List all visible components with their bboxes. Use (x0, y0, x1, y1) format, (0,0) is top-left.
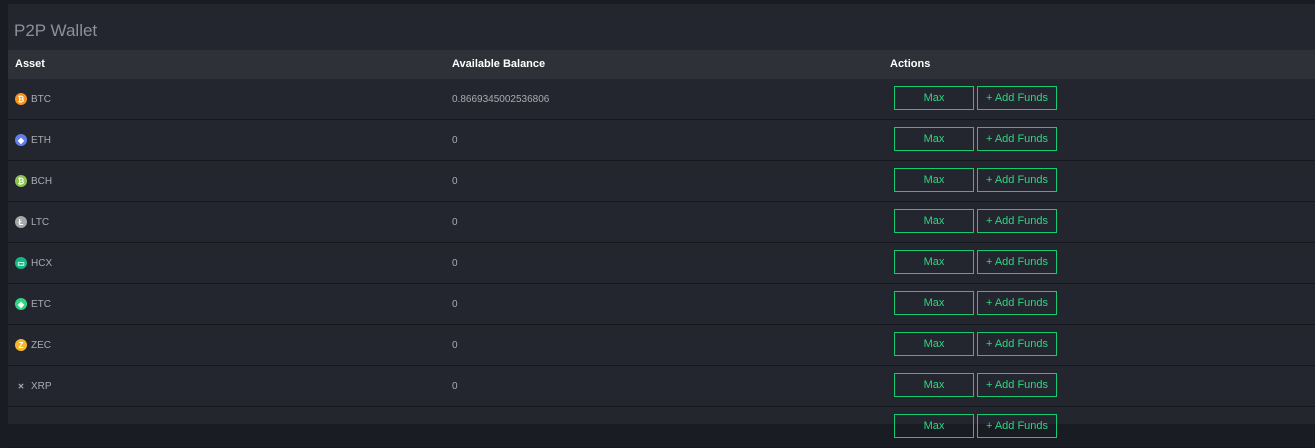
column-balance: Available Balance (452, 58, 546, 70)
ltc-coin-icon: Ł (15, 216, 27, 228)
table-row: ✕ XRP 0 Max + Add Funds (8, 366, 1315, 407)
add-funds-button[interactable]: + Add Funds (977, 373, 1057, 397)
asset-cell: ◆ ETC (15, 298, 51, 310)
asset-cell: Z ZEC (15, 339, 51, 351)
asset-symbol: ETC (31, 298, 51, 310)
asset-cell: ✕ XRP (15, 380, 52, 392)
max-button[interactable]: Max (894, 332, 974, 356)
table-row: Ł LTC 0 Max + Add Funds (8, 202, 1315, 243)
asset-symbol: BTC (31, 93, 51, 105)
asset-symbol: XRP (31, 380, 52, 392)
btc-coin-icon: ₿ (15, 93, 27, 105)
add-funds-button[interactable]: + Add Funds (977, 127, 1057, 151)
add-funds-button[interactable]: + Add Funds (977, 209, 1057, 233)
table-header: Asset Available Balance Actions (8, 50, 1315, 79)
table-row: ▭ HCX 0 Max + Add Funds (8, 243, 1315, 284)
balance-value: 0 (452, 258, 458, 269)
hcx-coin-icon: ▭ (15, 257, 27, 269)
balance-value: 0.8669345002536806 (452, 94, 550, 105)
wallet-panel: P2P Wallet Asset Available Balance Actio… (8, 4, 1315, 448)
asset-symbol: BCH (31, 175, 53, 187)
page-title: P2P Wallet (14, 21, 98, 40)
asset-cell: ◆ ETH (15, 134, 51, 146)
table-row: ◆ ETH 0 Max + Add Funds (8, 120, 1315, 161)
add-funds-button[interactable]: + Add Funds (977, 168, 1057, 192)
asset-cell: Ł LTC (15, 216, 49, 228)
max-button[interactable]: Max (894, 127, 974, 151)
add-funds-button[interactable]: + Add Funds (977, 291, 1057, 315)
eth-coin-icon: ◆ (15, 134, 27, 146)
add-funds-button[interactable]: + Add Funds (977, 86, 1057, 110)
max-button[interactable]: Max (894, 414, 974, 438)
asset-symbol: HCX (31, 257, 53, 269)
balance-value: 0 (452, 381, 458, 392)
zec-coin-icon: Z (15, 339, 27, 351)
max-button[interactable]: Max (894, 209, 974, 233)
table-row: Max + Add Funds (8, 407, 1315, 448)
xrp-coin-icon: ✕ (17, 381, 25, 391)
column-actions: Actions (890, 58, 931, 70)
asset-cell: ₿ BTC (15, 93, 51, 105)
max-button[interactable]: Max (894, 250, 974, 274)
balance-value: 0 (452, 299, 458, 310)
table-row: ₿ BTC 0.8669345002536806 Max + Add Funds (8, 79, 1315, 120)
asset-cell: ▭ HCX (15, 257, 52, 269)
etc-coin-icon: ◆ (15, 298, 27, 310)
table-row: ◆ ETC 0 Max + Add Funds (8, 284, 1315, 325)
add-funds-button[interactable]: + Add Funds (977, 332, 1057, 356)
column-asset: Asset (15, 58, 45, 70)
bch-coin-icon: ₿ (15, 175, 27, 187)
balance-value: 0 (452, 135, 458, 146)
table-row: ₿ BCH 0 Max + Add Funds (8, 161, 1315, 202)
asset-symbol: ZEC (31, 339, 51, 351)
max-button[interactable]: Max (894, 373, 974, 397)
add-funds-button[interactable]: + Add Funds (977, 250, 1057, 274)
balance-value: 0 (452, 217, 458, 228)
balance-value: 0 (452, 340, 458, 351)
table-row: Z ZEC 0 Max + Add Funds (8, 325, 1315, 366)
asset-symbol: ETH (31, 134, 51, 146)
balance-value: 0 (452, 176, 458, 187)
asset-cell: ₿ BCH (15, 175, 52, 187)
max-button[interactable]: Max (894, 291, 974, 315)
max-button[interactable]: Max (894, 168, 974, 192)
asset-symbol: LTC (31, 216, 50, 228)
add-funds-button[interactable]: + Add Funds (977, 414, 1057, 438)
max-button[interactable]: Max (894, 86, 974, 110)
